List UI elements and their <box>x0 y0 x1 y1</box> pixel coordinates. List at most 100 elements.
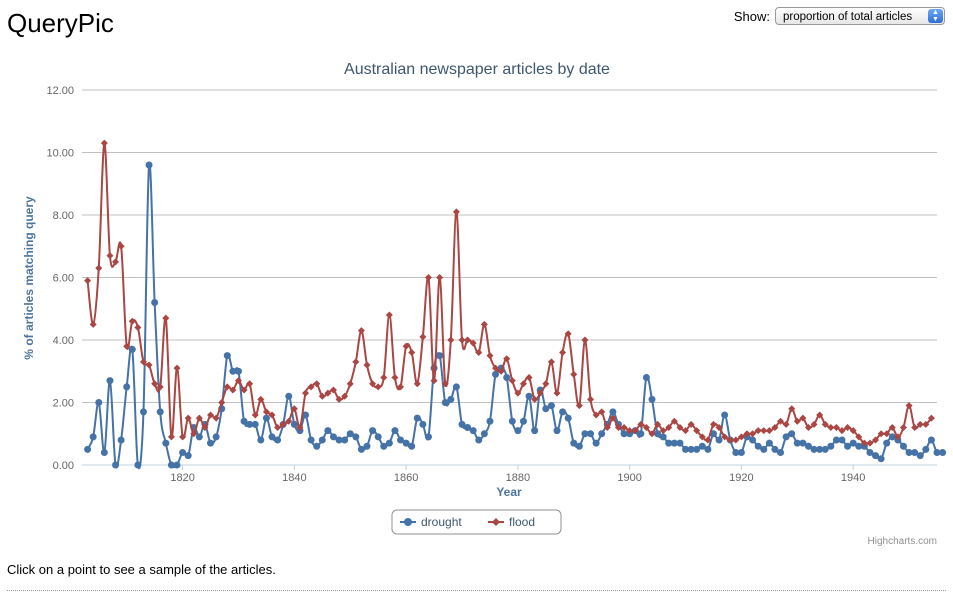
flood-point-1910[interactable] <box>682 427 690 435</box>
show-select[interactable]: proportion of total articles ▲ ▼ <box>775 7 945 25</box>
flood-point-1864[interactable] <box>424 274 432 281</box>
flood-point-1804[interactable] <box>89 320 97 328</box>
drought-point-1881[interactable] <box>519 417 527 425</box>
drought-point-1836[interactable] <box>268 433 276 441</box>
flood-point-1876[interactable] <box>492 364 500 372</box>
drought-point-1878[interactable] <box>503 374 511 381</box>
drought-point-1911[interactable] <box>687 445 695 453</box>
flood-point-1878[interactable] <box>503 355 511 363</box>
flood-point-1812[interactable] <box>134 324 142 331</box>
flood-point-1909[interactable] <box>676 424 684 431</box>
flood-point-1862[interactable] <box>413 380 421 388</box>
drought-point-1806[interactable] <box>100 449 108 456</box>
flood-point-1839[interactable] <box>285 417 293 425</box>
flood-point-1905[interactable] <box>654 420 662 428</box>
drought-point-1889[interactable] <box>564 414 572 422</box>
drought-point-1927[interactable] <box>777 449 785 456</box>
drought-point-1817[interactable] <box>162 439 170 447</box>
drought-point-1908[interactable] <box>670 439 678 447</box>
flood-point-1939[interactable] <box>844 424 852 431</box>
flood-point-1838[interactable] <box>279 420 287 428</box>
drought-point-1931[interactable] <box>799 439 807 447</box>
flood-point-1815[interactable] <box>151 380 159 388</box>
flood-point-1807[interactable] <box>106 252 114 260</box>
drought-point-1946[interactable] <box>883 439 891 447</box>
drought-point-1845[interactable] <box>318 436 326 444</box>
flood-point-1953[interactable] <box>922 420 930 428</box>
drought-point-1891[interactable] <box>575 442 583 450</box>
drought-point-1888[interactable] <box>559 408 567 416</box>
drought-point-1825[interactable] <box>207 439 215 447</box>
drought-point-1879[interactable] <box>508 417 516 425</box>
flood-point-1833[interactable] <box>251 411 259 419</box>
flood-point-1855[interactable] <box>374 383 382 391</box>
flood-point-1903[interactable] <box>642 424 650 431</box>
drought-point-1872[interactable] <box>469 427 477 435</box>
drought-point-1873[interactable] <box>475 436 483 444</box>
drought-point-1944[interactable] <box>872 452 880 460</box>
flood-point-1892[interactable] <box>581 336 589 344</box>
drought-point-1871[interactable] <box>464 424 472 431</box>
flood-point-1889[interactable] <box>564 330 572 338</box>
drought-point-1914[interactable] <box>704 445 712 453</box>
flood-point-1856[interactable] <box>380 374 388 381</box>
drought-point-1945[interactable] <box>877 455 885 463</box>
drought-point-1886[interactable] <box>547 402 555 410</box>
flood-point-1944[interactable] <box>872 436 880 444</box>
flood-point-1913[interactable] <box>698 433 706 441</box>
drought-point-1851[interactable] <box>352 433 360 441</box>
flood-point-1904[interactable] <box>648 430 656 438</box>
flood-point-1849[interactable] <box>341 392 349 400</box>
flood-point-1921[interactable] <box>743 430 751 438</box>
drought-point-1803[interactable] <box>84 445 92 453</box>
flood-point-1857[interactable] <box>385 311 393 319</box>
flood-point-1894[interactable] <box>592 411 600 419</box>
drought-point-1832[interactable] <box>246 420 254 428</box>
flood-point-1900[interactable] <box>626 427 634 435</box>
flood-point-1842[interactable] <box>302 389 310 397</box>
flood-point-1879[interactable] <box>508 377 516 385</box>
drought-point-1893[interactable] <box>587 430 595 438</box>
drought-point-1941[interactable] <box>855 442 863 450</box>
flood-point-1872[interactable] <box>469 339 477 347</box>
flood-point-1859[interactable] <box>397 383 405 391</box>
drought-point-1922[interactable] <box>749 436 757 444</box>
drought-point-1925[interactable] <box>765 439 773 447</box>
drought-point-1950[interactable] <box>905 449 913 456</box>
drought-point-1913[interactable] <box>698 442 706 450</box>
drought-point-1920[interactable] <box>737 449 745 456</box>
flood-point-1917[interactable] <box>721 433 729 441</box>
drought-point-1815[interactable] <box>151 299 159 306</box>
drought-point-1887[interactable] <box>553 427 561 435</box>
flood-point-1826[interactable] <box>212 414 220 422</box>
flood-point-1942[interactable] <box>860 439 868 447</box>
flood-point-1946[interactable] <box>883 430 891 438</box>
flood-point-1817[interactable] <box>162 314 170 322</box>
drought-point-1840[interactable] <box>290 420 298 428</box>
drought-point-1904[interactable] <box>648 395 656 403</box>
drought-point-1924[interactable] <box>760 445 768 453</box>
drought-point-1837[interactable] <box>274 436 282 444</box>
flood-point-1866[interactable] <box>436 274 444 281</box>
drought-point-1951[interactable] <box>911 449 919 456</box>
flood-point-1885[interactable] <box>542 380 550 388</box>
flood-point-1930[interactable] <box>793 417 801 425</box>
drought-point-1821[interactable] <box>184 452 192 460</box>
drought-point-1833[interactable] <box>251 420 259 428</box>
flood-point-1950[interactable] <box>905 402 913 410</box>
flood-point-1902[interactable] <box>637 420 645 428</box>
drought-point-1909[interactable] <box>676 439 684 447</box>
flood-point-1899[interactable] <box>620 424 628 431</box>
flood-point-1890[interactable] <box>570 370 578 378</box>
drought-point-1923[interactable] <box>754 442 762 450</box>
flood-point-1918[interactable] <box>726 436 734 444</box>
drought-point-1828[interactable] <box>223 352 231 360</box>
flood-point-1949[interactable] <box>899 424 907 431</box>
flood-point-1827[interactable] <box>218 399 226 406</box>
flood-point-1829[interactable] <box>229 386 237 394</box>
flood-point-1914[interactable] <box>704 436 712 444</box>
drought-point-1813[interactable] <box>139 408 147 416</box>
drought-point-1903[interactable] <box>642 374 650 381</box>
drought-point-1947[interactable] <box>888 433 896 441</box>
flood-point-1832[interactable] <box>246 380 254 388</box>
